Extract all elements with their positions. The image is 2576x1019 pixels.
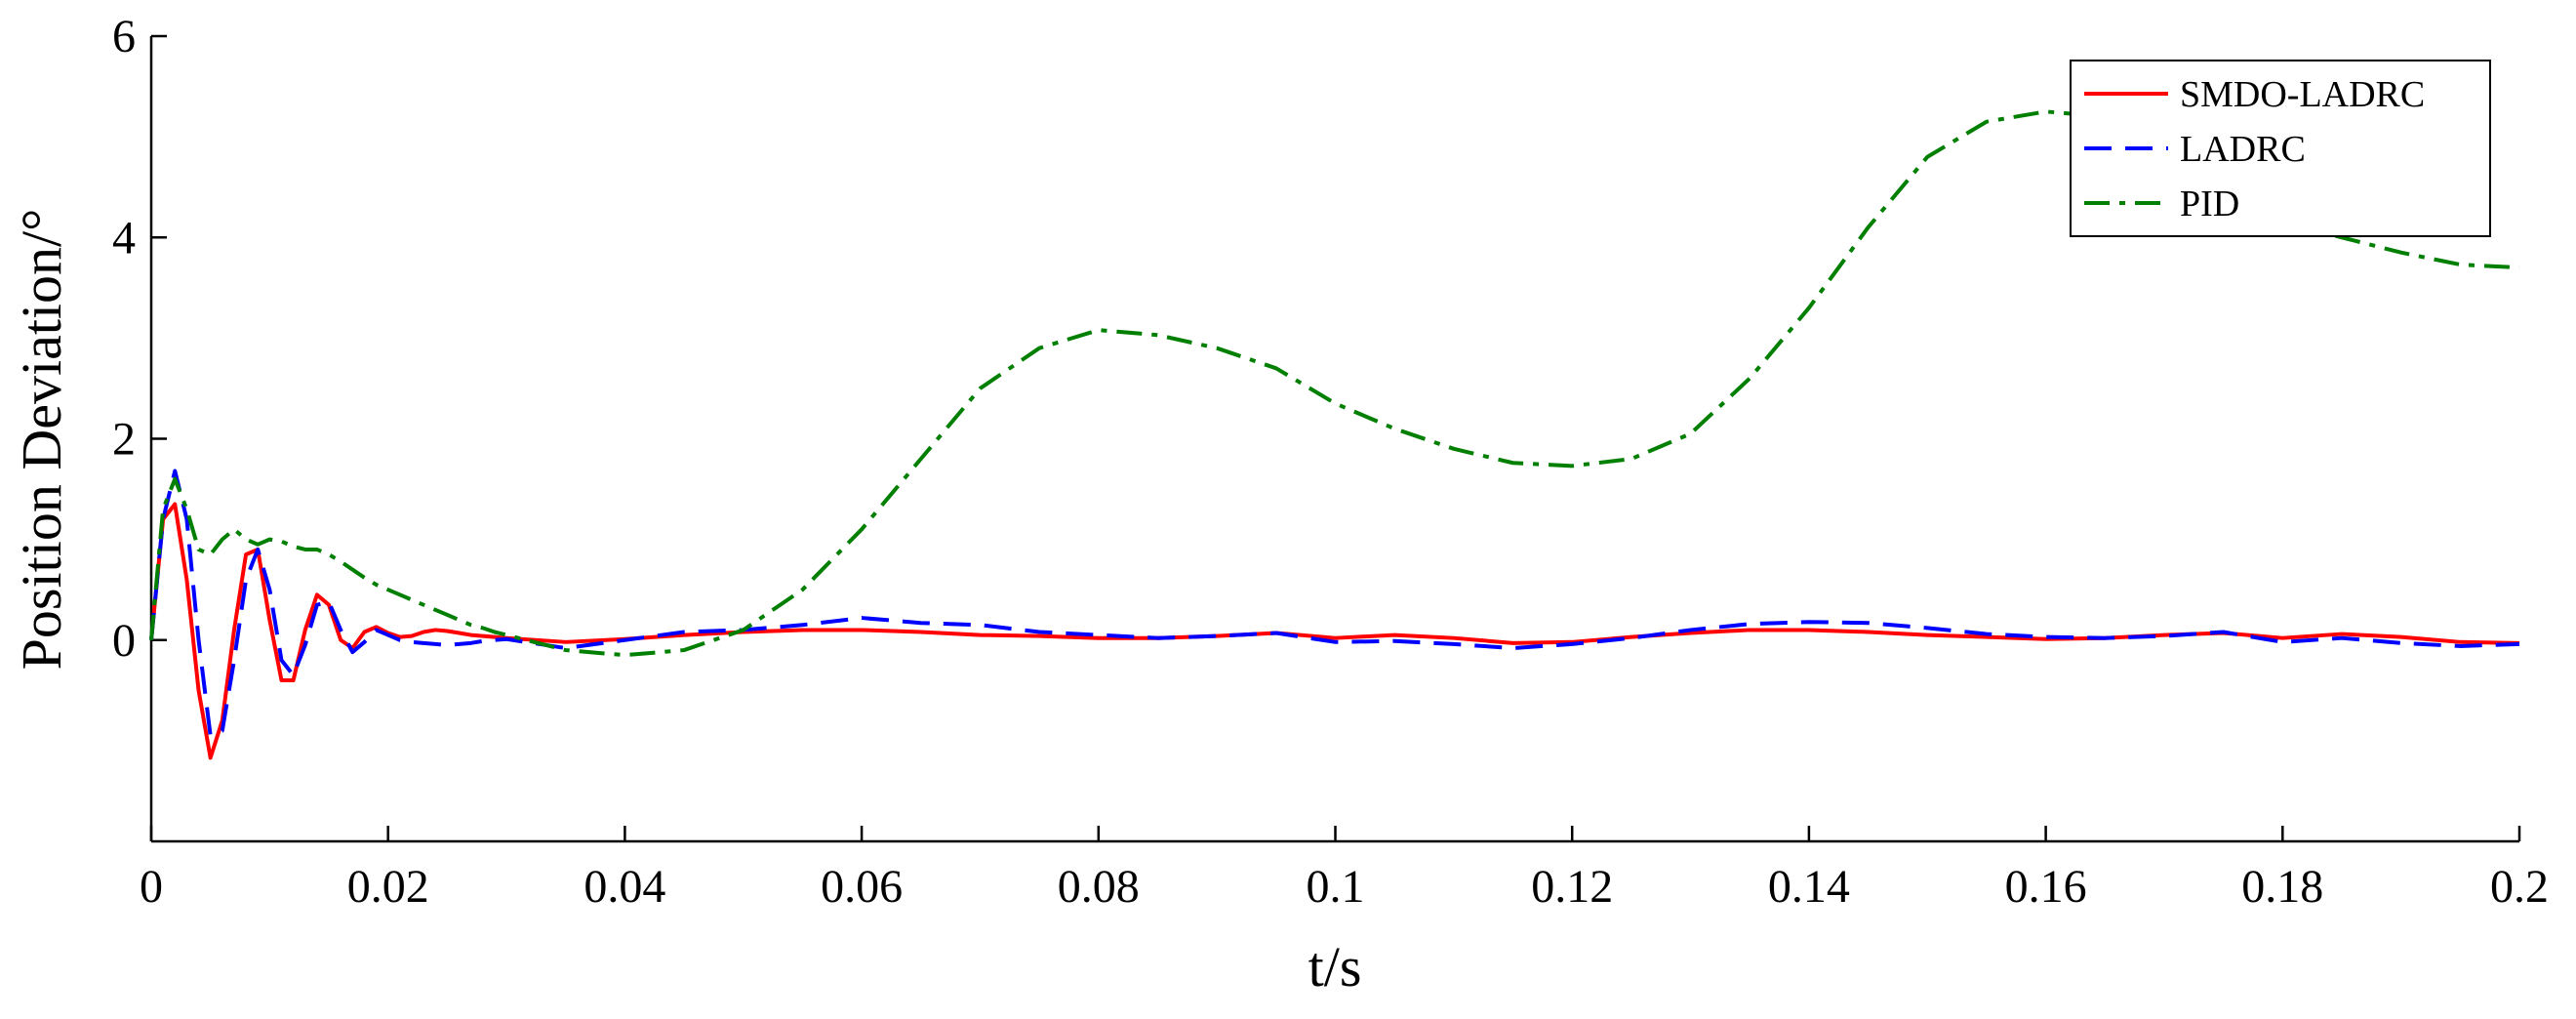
series-line [149, 469, 2520, 738]
x-tick-label: 0.18 [2241, 861, 2323, 913]
x-tick-label: 0.2 [2490, 861, 2549, 913]
legend-label: PID [2180, 183, 2239, 224]
series-line [149, 502, 2520, 760]
legend-label: LADRC [2180, 129, 2306, 170]
x-tick-label: 0.06 [821, 861, 903, 913]
x-tick-label: 0.1 [1307, 861, 1365, 913]
legend-label: SMDO-LADRC [2180, 74, 2425, 115]
x-axis-label: t/s [1308, 935, 1362, 999]
y-tick-label: 6 [112, 11, 136, 62]
y-axis-label: Position Deviation/° [10, 209, 73, 671]
x-tick-label: 0 [140, 861, 163, 913]
x-tick-label: 0.14 [1768, 861, 1850, 913]
x-tick-label: 0.04 [584, 861, 665, 913]
x-tick-label: 0.02 [347, 861, 429, 913]
y-tick-label: 0 [112, 615, 136, 667]
x-tick-label: 0.16 [2005, 861, 2087, 913]
y-tick-label: 2 [112, 414, 136, 466]
x-tick-label: 0.12 [1531, 861, 1613, 913]
y-tick-label: 4 [112, 212, 136, 264]
x-tick-label: 0.08 [1058, 861, 1140, 913]
